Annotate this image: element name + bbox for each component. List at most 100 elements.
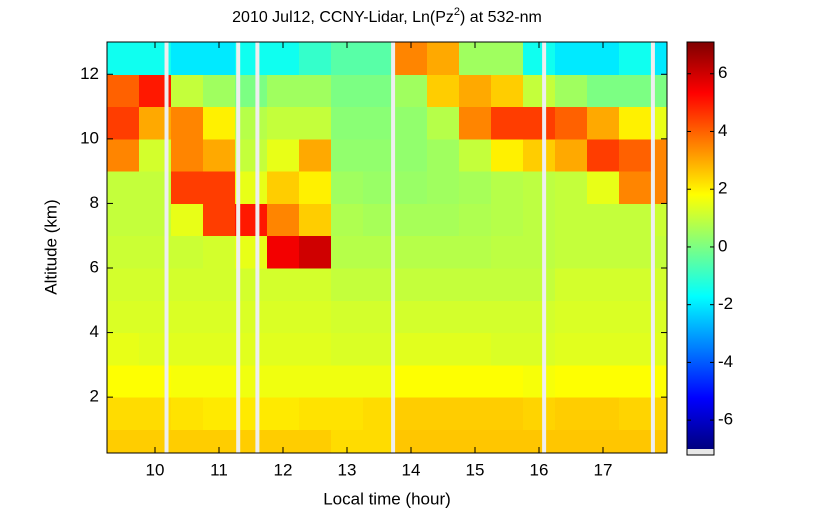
heatmap-cell [203,332,236,366]
heatmap-cell [235,203,268,237]
heatmap-cell [363,106,396,140]
heatmap-cell [395,300,428,334]
heatmap-cell [491,300,524,334]
heatmap-cell [171,106,204,140]
heatmap-cell [523,171,556,204]
heatmap-cell [651,364,668,398]
heatmap-cell [331,332,364,366]
x-tick-label: 13 [338,460,357,479]
y-tick-label: 4 [90,322,99,341]
heatmap-cell [107,268,140,301]
heatmap-cell [107,300,140,334]
heatmap-cell [363,397,396,430]
colorbar-frame [686,41,715,456]
heatmap-cell [395,364,428,398]
heatmap-cell [107,397,140,430]
heatmap-cell [619,332,652,366]
heatmap-cell [619,203,652,237]
heatmap-cell [395,171,428,204]
heatmap-cell [587,332,620,366]
colorbar-tick-label: 4 [718,121,727,140]
heatmap-cell [587,74,620,108]
heatmap-cell [267,74,300,108]
heatmap-cell [587,203,620,237]
heatmap-cell [267,171,300,204]
heatmap-cell [363,364,396,398]
heatmap-cell [107,429,140,454]
heatmap-cell [459,268,492,301]
heatmap-cell [555,235,588,269]
heatmap-cell [331,300,364,334]
colorbar-tick-label: 2 [718,179,727,198]
heatmap-cell [203,203,236,237]
heatmap-cell [619,268,652,301]
heatmap-cell [331,138,364,172]
heatmap-cell [299,268,332,301]
heatmap-cell [619,42,652,75]
heatmap-cell [619,171,652,204]
y-axis-label: Altitude (km) [41,199,60,294]
heatmap-cell [555,138,588,172]
heatmap-cell [171,42,204,75]
heatmap-cell [171,268,204,301]
data-gap [236,42,241,453]
heatmap-cell [651,397,668,430]
heatmap-cell [267,235,300,269]
heatmap-cell [171,332,204,366]
heatmap-cell [523,235,556,269]
heatmap-cell [299,138,332,172]
x-tick-label: 15 [466,460,485,479]
heatmap-cell [427,74,460,108]
heatmap-cell [363,171,396,204]
heatmap-cell [427,332,460,366]
heatmap-cell [555,74,588,108]
heatmap-cell [171,235,204,269]
heatmap-cell [491,106,524,140]
heatmap-cell [107,235,140,269]
heatmap-cell [395,138,428,172]
heatmap-cell [203,138,236,172]
heatmap-cell [555,364,588,398]
heatmap-cell [651,138,668,172]
heatmap-cell [651,235,668,269]
heatmap-cell [651,268,668,301]
heatmap-cell [555,203,588,237]
heatmap-cell [171,364,204,398]
heatmap-cell [363,74,396,108]
heatmap-cell [331,74,364,108]
heatmap-cell [171,397,204,430]
heatmap-cell [395,332,428,366]
heatmap-cell [523,74,556,108]
colorbar-tick-label: 6 [718,63,727,82]
heatmap-cell [427,235,460,269]
heatmap-cell [331,268,364,301]
heatmap-cell [491,429,524,454]
heatmap-cell [299,429,332,454]
heatmap-cell [235,332,268,366]
data-gap [391,42,396,453]
heatmap-cell [491,235,524,269]
heatmap-cell [331,171,364,204]
heatmap-cell [587,138,620,172]
heatmap-cell [395,106,428,140]
colorbar-tick-label: -2 [718,294,733,313]
heatmap-cell [459,203,492,237]
heatmap-cell [651,171,668,204]
heatmap-cell [203,268,236,301]
heatmap-cell [331,397,364,430]
heatmap-cell [427,106,460,140]
heatmap-cell [235,171,268,204]
heatmap-cell [523,203,556,237]
heatmap-cell [299,397,332,430]
title-superscript: 2 [454,6,460,18]
heatmap-cell [203,364,236,398]
title-text: 2010 Jul12, CCNY-Lidar, Ln(Pz [232,9,454,26]
heatmap-cell [203,397,236,430]
heatmap-cell [651,300,668,334]
heatmap-cell [651,74,668,108]
y-tick-label: 12 [80,64,99,83]
x-tick-label: 14 [402,460,421,479]
heatmap-cell [235,364,268,398]
heatmap-cell [491,397,524,430]
